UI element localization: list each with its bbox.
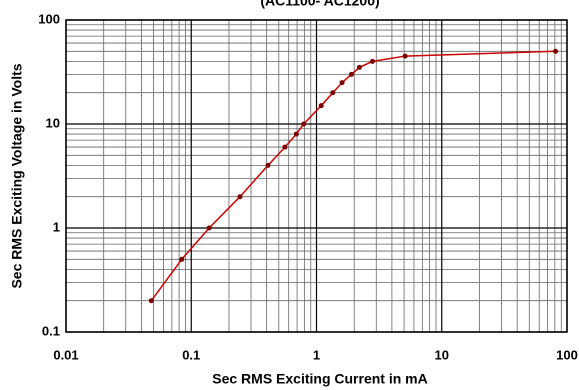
data-point bbox=[318, 103, 324, 109]
x-tick-label: 0.1 bbox=[182, 347, 200, 362]
plot-frame bbox=[65, 19, 568, 333]
y-tick-label: 1 bbox=[53, 219, 60, 234]
data-point bbox=[282, 144, 288, 150]
data-point bbox=[237, 194, 243, 200]
chart-title: (AC1100- AC1200) bbox=[260, 0, 379, 9]
x-tick-label: 10 bbox=[435, 347, 449, 362]
y-tick-label: 0.1 bbox=[42, 323, 60, 338]
x-tick-label: 0.01 bbox=[53, 347, 78, 362]
y-tick-label: 100 bbox=[38, 11, 60, 26]
x-tick-label: 1 bbox=[313, 347, 320, 362]
data-point bbox=[402, 53, 408, 59]
x-axis-label: Sec RMS Exciting Current in mA bbox=[212, 371, 427, 387]
data-point bbox=[148, 298, 154, 304]
data-point bbox=[553, 48, 559, 54]
data-point bbox=[265, 162, 271, 168]
x-tick-label: 100 bbox=[556, 347, 578, 362]
series-line bbox=[150, 50, 556, 302]
data-point bbox=[179, 256, 185, 262]
y-axis-label: Sec RMS Exciting Voltage in Volts bbox=[9, 63, 25, 288]
data-point bbox=[293, 131, 299, 137]
data-point bbox=[370, 58, 376, 64]
data-point bbox=[356, 64, 362, 70]
data-point bbox=[348, 71, 354, 77]
data-point bbox=[206, 225, 212, 231]
data-point bbox=[330, 90, 336, 96]
y-tick-label: 10 bbox=[46, 115, 60, 130]
data-point bbox=[339, 80, 345, 86]
data-point bbox=[301, 121, 307, 127]
